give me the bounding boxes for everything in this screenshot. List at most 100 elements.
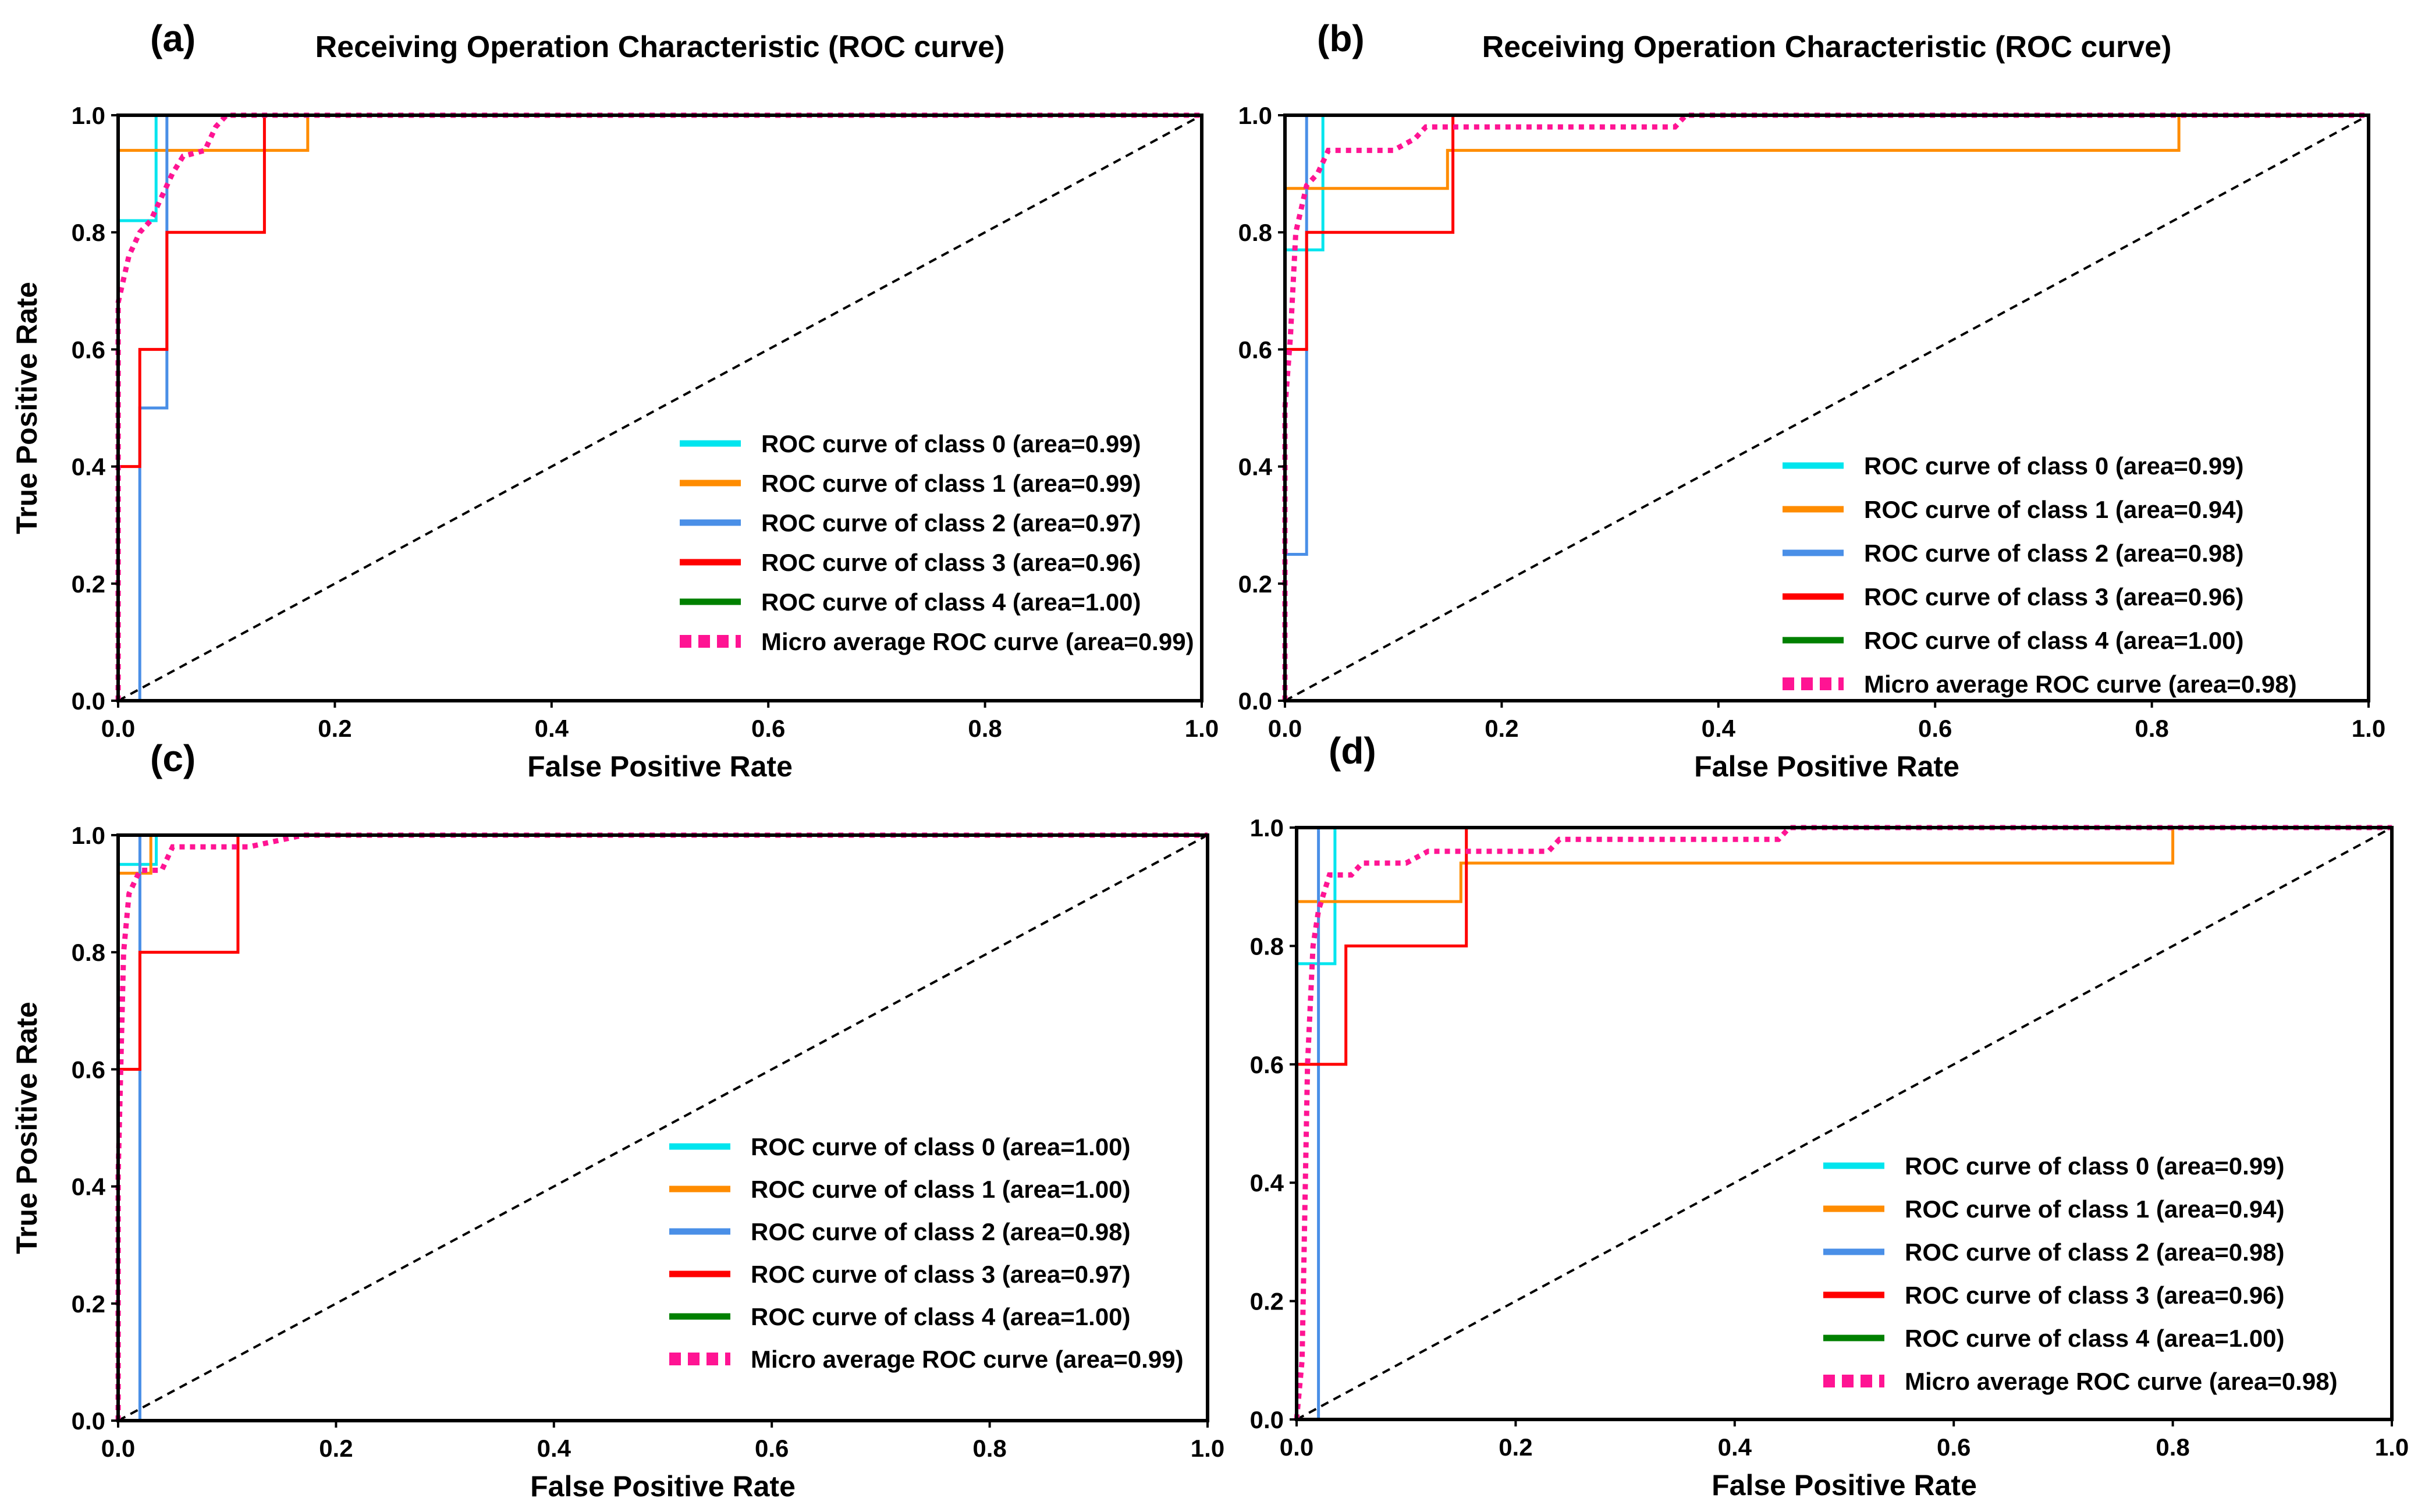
y-tick-label: 0.6	[72, 1056, 105, 1083]
x-tick-label: 1.0	[2352, 715, 2385, 742]
y-tick-label: 0.4	[72, 1173, 106, 1201]
legend-label: ROC curve of class 3 (area=0.96)	[761, 549, 1141, 576]
y-axis-label: True Positive Rate	[10, 1002, 43, 1254]
x-tick-label: 0.8	[2135, 715, 2168, 742]
x-tick-label: 1.0	[2375, 1433, 2409, 1461]
y-tick-label: 1.0	[72, 822, 105, 849]
x-tick-label: 0.6	[751, 715, 785, 742]
legend-label: ROC curve of class 3 (area=0.96)	[1905, 1282, 2285, 1309]
y-tick-label: 1.0	[1250, 814, 1284, 842]
plot-frame	[1283, 113, 2370, 702]
legend-label: ROC curve of class 1 (area=0.99)	[761, 470, 1141, 497]
x-axis-label: False Positive Rate	[527, 750, 793, 783]
chart-title: Receiving Operation Characteristic (ROC …	[315, 30, 1005, 64]
legend-label: Micro average ROC curve (area=0.99)	[751, 1346, 1184, 1373]
series-line-5	[1294, 825, 2392, 1420]
x-tick-label: 0.0	[101, 1435, 135, 1462]
x-tick-label: 0.6	[1918, 715, 1952, 742]
y-tick-label: 0.6	[1238, 336, 1272, 363]
panel-label: (c)	[150, 737, 196, 779]
x-tick-label: 0.6	[755, 1435, 789, 1462]
x-tick-label: 0.4	[1702, 715, 1736, 742]
y-tick-label: 0.4	[72, 453, 106, 481]
x-tick-label: 1.0	[1185, 715, 1219, 742]
legend-label: ROC curve of class 0 (area=0.99)	[761, 430, 1141, 457]
y-tick-label: 0.4	[1250, 1169, 1284, 1197]
panel-label: (d)	[1329, 730, 1376, 772]
x-tick-label: 0.8	[968, 715, 1002, 742]
y-tick-label: 0.2	[72, 1290, 105, 1318]
legend-label: ROC curve of class 4 (area=1.00)	[751, 1303, 1131, 1330]
x-axis-label: False Positive Rate	[530, 1470, 796, 1503]
series-line-3	[116, 113, 1202, 701]
legend: ROC curve of class 0 (area=0.99) ROC curv…	[680, 430, 1194, 655]
x-tick-label: 0.2	[319, 1435, 353, 1462]
chart-panel-1: (b) Receiving Operation Characteristic (R…	[1238, 17, 2386, 783]
legend-label: ROC curve of class 3 (area=0.97)	[751, 1261, 1131, 1288]
legend: ROC curve of class 0 (area=1.00) ROC curv…	[669, 1133, 1184, 1373]
legend-label: Micro average ROC curve (area=0.98)	[1864, 670, 2297, 698]
y-tick-label: 0.4	[1238, 453, 1273, 481]
chance-diagonal-line	[1284, 114, 2369, 702]
legend-label: ROC curve of class 4 (area=1.00)	[1864, 627, 2244, 654]
y-tick-label: 1.0	[72, 102, 105, 129]
legend-label: ROC curve of class 2 (area=0.98)	[1905, 1238, 2285, 1266]
x-tick-label: 0.2	[318, 715, 352, 742]
x-tick-label: 0.6	[1937, 1433, 1971, 1461]
y-tick-label: 0.8	[72, 219, 105, 246]
legend-label: ROC curve of class 1 (area=0.94)	[1905, 1195, 2285, 1223]
plot-frame	[116, 113, 1203, 702]
y-tick-label: 0.2	[72, 570, 105, 598]
x-tick-label: 0.8	[972, 1435, 1006, 1462]
legend-label: Micro average ROC curve (area=0.98)	[1905, 1368, 2338, 1395]
y-axis-label: True Positive Rate	[10, 282, 43, 534]
panel-label: (a)	[150, 17, 196, 59]
series-line-5	[1282, 112, 2369, 701]
chart-panel-3: (d) 0.0 0.2 0.4 0.6 0.8 1.0 0.0 0.2 0.4 0.6 0.8 1.0 F…	[1250, 730, 2409, 1502]
chart-title: Receiving Operation Characteristic (ROC …	[1482, 30, 2172, 64]
panel-label: (b)	[1317, 17, 1365, 59]
x-tick-label: 0.2	[1485, 715, 1518, 742]
x-tick-label: 0.8	[2156, 1433, 2189, 1461]
plot-frame	[1295, 826, 2394, 1421]
legend-label: ROC curve of class 3 (area=0.96)	[1864, 583, 2244, 611]
y-tick-label: 0.0	[72, 687, 105, 715]
legend-label: ROC curve of class 0 (area=0.99)	[1905, 1152, 2285, 1180]
y-tick-label: 0.6	[72, 336, 105, 363]
legend-label: ROC curve of class 2 (area=0.97)	[761, 509, 1141, 537]
y-tick-label: 0.0	[1250, 1406, 1284, 1433]
x-tick-label: 0.2	[1499, 1433, 1532, 1461]
legend-label: ROC curve of class 4 (area=1.00)	[1905, 1325, 2285, 1352]
y-tick-label: 1.0	[1238, 102, 1272, 129]
x-axis-label: False Positive Rate	[1694, 750, 1959, 783]
series-line-5	[115, 832, 1208, 1421]
y-tick-label: 0.8	[72, 939, 105, 966]
x-axis-label: False Positive Rate	[1712, 1469, 1977, 1502]
series-line-5	[115, 112, 1202, 701]
x-tick-label: 1.0	[1191, 1435, 1224, 1462]
y-tick-label: 0.2	[1238, 570, 1272, 598]
x-tick-label: 0.0	[1268, 715, 1302, 742]
y-tick-label: 0.2	[1250, 1288, 1284, 1315]
x-tick-label: 0.4	[537, 1435, 571, 1462]
plot-frame	[116, 833, 1209, 1422]
legend-label: ROC curve of class 0 (area=0.99)	[1864, 452, 2244, 480]
legend-label: ROC curve of class 0 (area=1.00)	[751, 1133, 1131, 1160]
chance-diagonal-line	[118, 114, 1202, 702]
y-tick-label: 0.8	[1238, 219, 1272, 246]
legend-label: ROC curve of class 2 (area=0.98)	[751, 1218, 1131, 1245]
y-tick-label: 0.0	[1238, 687, 1272, 715]
legend-label: ROC curve of class 1 (area=0.94)	[1864, 496, 2244, 523]
x-tick-label: 0.0	[1280, 1433, 1313, 1461]
chance-diagonal-line	[1296, 826, 2392, 1421]
legend-label: ROC curve of class 4 (area=1.00)	[761, 588, 1141, 616]
chance-diagonal-line	[118, 834, 1208, 1422]
y-tick-label: 0.6	[1250, 1051, 1284, 1078]
legend: ROC curve of class 0 (area=0.99) ROC curv…	[1823, 1152, 2338, 1395]
x-tick-label: 0.0	[101, 715, 135, 742]
y-tick-label: 0.8	[1250, 932, 1284, 960]
legend-label: Micro average ROC curve (area=0.99)	[761, 628, 1194, 655]
legend: ROC curve of class 0 (area=0.99) ROC curv…	[1783, 452, 2297, 698]
chart-panel-0: (a) Receiving Operation Characteristic (R…	[10, 17, 1219, 783]
